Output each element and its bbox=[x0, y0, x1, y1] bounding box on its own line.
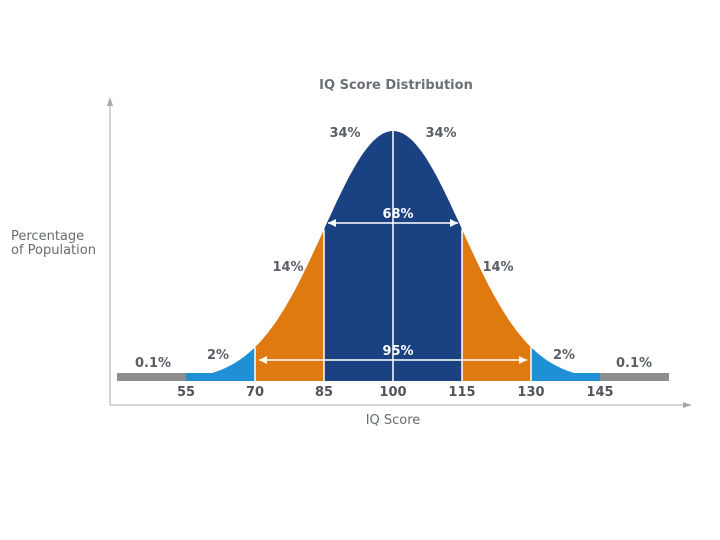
percent-label-85-100: 34% bbox=[329, 126, 360, 141]
range-arrow-left-icon bbox=[259, 356, 267, 364]
percent-label-130-145: 2% bbox=[553, 348, 575, 363]
y-axis-label-line2: of Population bbox=[11, 243, 96, 258]
tick-labels: 55 70 85 100 115 130 145 bbox=[177, 385, 614, 400]
band-115-130 bbox=[462, 229, 531, 381]
band-40-55 bbox=[117, 373, 186, 381]
range-arrows: 68% 95% bbox=[259, 207, 527, 364]
tick-label-100: 100 bbox=[379, 385, 406, 400]
tick-label-145: 145 bbox=[586, 385, 613, 400]
percent-label-145-160: 0.1% bbox=[616, 356, 652, 371]
x-axis-arrow-icon bbox=[683, 402, 692, 408]
band-55-70 bbox=[186, 347, 255, 381]
band-145-160 bbox=[600, 373, 669, 381]
percent-labels: 0.1% 2% 14% 34% 34% 14% 2% 0.1% bbox=[135, 126, 652, 371]
band-100-115 bbox=[393, 131, 462, 381]
percent-label-55-70: 2% bbox=[207, 348, 229, 363]
distribution-bands bbox=[117, 131, 669, 381]
band-130-145 bbox=[531, 347, 600, 381]
range-arrow-right-icon bbox=[450, 219, 458, 227]
percent-label-100-115: 34% bbox=[425, 126, 456, 141]
percent-label-115-130: 14% bbox=[482, 260, 513, 275]
band-dividers bbox=[254, 131, 532, 381]
tick-label-55: 55 bbox=[177, 385, 195, 400]
tick-label-130: 130 bbox=[517, 385, 544, 400]
percent-label-70-85: 14% bbox=[272, 260, 303, 275]
band-70-85 bbox=[255, 229, 324, 381]
y-axis-label-line1: Percentage bbox=[11, 229, 84, 244]
range-label-95pct: 95% bbox=[382, 344, 413, 359]
percent-label-40-55: 0.1% bbox=[135, 356, 171, 371]
range-arrow-left-icon bbox=[328, 219, 336, 227]
x-axis-label: IQ Score bbox=[366, 413, 421, 428]
chart-title: IQ Score Distribution bbox=[319, 78, 473, 93]
tick-label-85: 85 bbox=[315, 385, 333, 400]
y-axis-arrow-icon bbox=[107, 97, 113, 106]
tick-label-115: 115 bbox=[448, 385, 475, 400]
tick-label-70: 70 bbox=[246, 385, 264, 400]
band-85-100 bbox=[324, 131, 393, 381]
range-arrow-right-icon bbox=[519, 356, 527, 364]
range-label-68pct: 68% bbox=[382, 207, 413, 222]
